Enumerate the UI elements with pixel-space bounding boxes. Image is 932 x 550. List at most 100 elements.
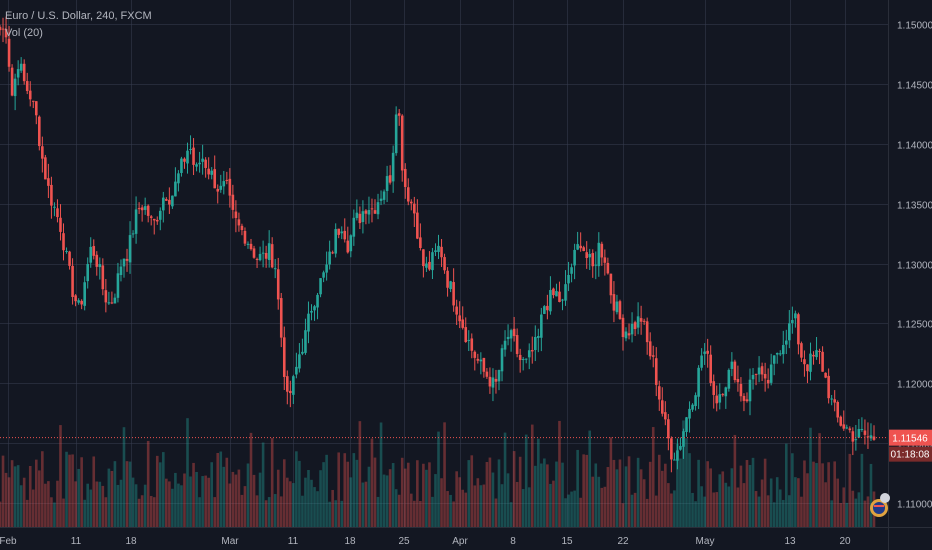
- volume-bar: [781, 499, 785, 527]
- candle-body: [561, 299, 564, 301]
- candle-body: [422, 249, 425, 267]
- candle-body: [639, 318, 643, 322]
- volume-bar: [497, 459, 501, 527]
- candle-body: [809, 353, 812, 372]
- volume-bar: [201, 476, 204, 527]
- candle-body: [727, 369, 731, 389]
- candle-body: [249, 243, 253, 250]
- volume-bar: [34, 459, 38, 527]
- candle-body: [77, 300, 80, 303]
- volume-bar: [806, 473, 809, 527]
- candle-body: [358, 213, 362, 224]
- volume-bar: [286, 477, 289, 527]
- volume-bar: [28, 465, 32, 527]
- volume-bar: [122, 427, 126, 527]
- volume-bar: [800, 496, 803, 527]
- volume-bar: [688, 453, 691, 527]
- countdown-timer: 01:18:08: [891, 450, 930, 461]
- candle-body: [373, 210, 377, 214]
- volume-bar: [328, 501, 331, 527]
- x-tick-label: 18: [344, 536, 356, 547]
- candle-body: [564, 284, 567, 301]
- volume-bar: [44, 483, 47, 527]
- volume-bar: [89, 489, 93, 527]
- candle-body: [4, 28, 8, 38]
- volume-bar: [797, 478, 800, 527]
- candle-body: [775, 353, 779, 355]
- volume-bar: [636, 457, 640, 527]
- volume-bar: [785, 443, 788, 527]
- candle-body: [38, 116, 41, 147]
- candle-body: [524, 358, 528, 360]
- candle-body: [349, 235, 353, 252]
- volume-bar: [446, 491, 449, 527]
- volume-bar: [564, 498, 567, 527]
- candle-body: [10, 67, 14, 96]
- candle-body: [748, 379, 752, 402]
- candle-body: [555, 291, 558, 297]
- candle-body: [549, 290, 552, 312]
- volume-bar: [334, 500, 337, 527]
- volume-indicator-label[interactable]: Vol (20): [5, 27, 43, 39]
- candle-body: [186, 150, 189, 164]
- volume-bar: [325, 454, 328, 527]
- volume-bar: [237, 469, 241, 527]
- volume-bar: [289, 481, 292, 527]
- volume-bar: [573, 490, 576, 527]
- candle-body: [579, 245, 582, 249]
- volume-bar: [709, 468, 712, 527]
- candle-body: [168, 199, 171, 205]
- volume-bar: [854, 498, 858, 527]
- volume-bar: [848, 453, 852, 527]
- candle-body: [872, 436, 876, 440]
- volume-bar: [567, 494, 570, 527]
- event-flag-inner: [873, 502, 885, 514]
- volume-bar: [65, 451, 68, 527]
- candle-body: [521, 359, 525, 361]
- volume-bar: [455, 471, 458, 527]
- candle-body: [28, 90, 32, 100]
- candle-body: [845, 427, 849, 429]
- volume-bar: [600, 487, 604, 527]
- candle-body: [355, 212, 359, 219]
- candle-body: [515, 335, 519, 354]
- volume-bar: [609, 437, 613, 527]
- volume-bar: [718, 474, 722, 527]
- volume-bar: [19, 485, 23, 527]
- volume-bar: [367, 466, 371, 527]
- candle-body: [797, 314, 800, 345]
- candle-body: [44, 157, 47, 180]
- volume-bar: [162, 452, 165, 527]
- volume-bar: [673, 490, 676, 527]
- volume-bar: [588, 430, 592, 527]
- volume-bar: [16, 465, 20, 527]
- candle-body: [603, 257, 607, 263]
- volume-bar: [279, 496, 283, 527]
- candle-body: [183, 158, 186, 162]
- candle-body: [476, 358, 480, 361]
- candle-body: [537, 336, 540, 338]
- volume-bar: [198, 497, 201, 527]
- candle-body: [733, 361, 737, 381]
- candle-body: [651, 355, 655, 357]
- candle-body: [452, 282, 455, 306]
- volume-bar: [467, 460, 471, 527]
- x-tick-label: Feb: [0, 536, 17, 547]
- volume-bar: [509, 502, 513, 527]
- candle-body: [682, 431, 685, 447]
- candle-body: [352, 217, 356, 237]
- candle-body: [866, 436, 870, 438]
- volume-bar: [727, 486, 731, 527]
- candle-body: [31, 100, 35, 102]
- candle-body: [648, 341, 652, 357]
- volume-bar: [809, 427, 812, 527]
- candle-body: [53, 206, 56, 208]
- candle-body: [691, 404, 694, 410]
- symbol-title[interactable]: Euro / U.S. Dollar, 240, FXCM: [5, 10, 152, 22]
- volume-bar: [440, 478, 443, 527]
- candle-body: [506, 336, 510, 340]
- candle-body: [491, 377, 495, 388]
- volume-bar: [627, 456, 631, 527]
